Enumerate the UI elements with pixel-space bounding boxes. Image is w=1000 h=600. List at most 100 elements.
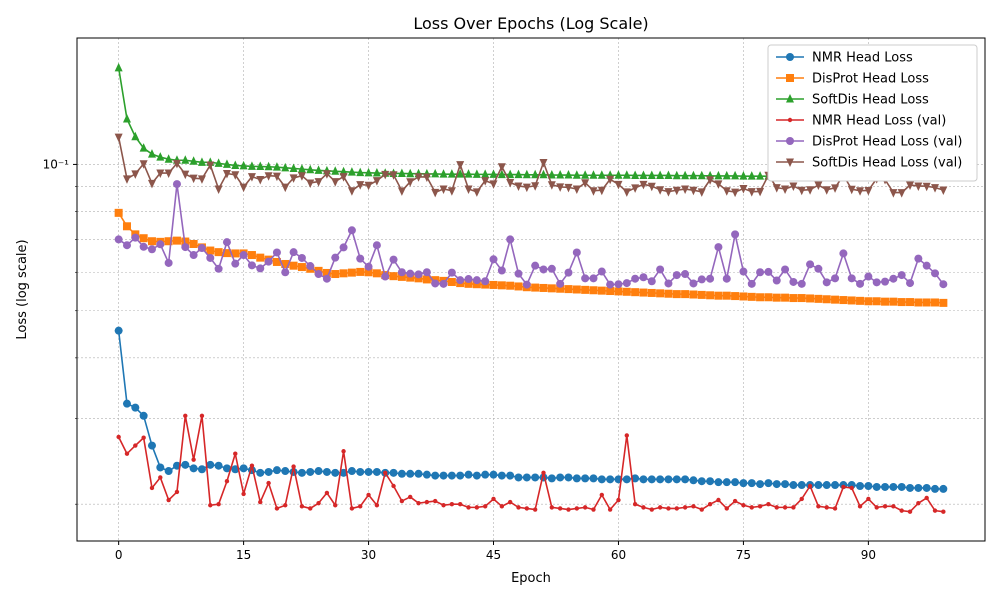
data-point [907, 509, 913, 514]
data-point [289, 174, 298, 183]
data-point [707, 501, 713, 507]
data-point [356, 167, 365, 177]
data-point [199, 413, 205, 418]
data-point [641, 505, 646, 510]
data-point [716, 497, 721, 503]
data-point [597, 286, 606, 295]
data-point [732, 498, 738, 504]
data-point [831, 295, 840, 304]
legend-frame [767, 44, 978, 182]
data-point [799, 496, 804, 502]
data-point [797, 186, 806, 196]
data-point [872, 278, 881, 287]
data-point [547, 170, 556, 179]
data-point [722, 274, 731, 283]
data-point [914, 254, 923, 263]
data-point [572, 170, 581, 179]
data-point [214, 461, 223, 470]
data-point [272, 248, 281, 257]
data-point [722, 478, 731, 487]
data-point [831, 274, 840, 283]
data-point [164, 237, 173, 246]
data-point [631, 288, 640, 297]
data-point [547, 284, 556, 293]
data-point [789, 481, 798, 490]
data-point [331, 270, 340, 279]
data-point [939, 484, 948, 493]
data-point [864, 297, 873, 306]
data-point [422, 470, 431, 479]
legend-item: SoftDis Head Loss [776, 93, 929, 108]
data-point [406, 469, 415, 478]
data-point [322, 274, 331, 283]
data-point [766, 501, 771, 507]
data-point [882, 504, 888, 509]
data-point [541, 470, 546, 476]
data-point [874, 505, 879, 510]
data-point [747, 188, 756, 197]
data-point [681, 475, 690, 484]
data-point [464, 279, 473, 288]
data-point [208, 503, 213, 508]
data-point [247, 251, 256, 260]
data-point [866, 496, 871, 502]
data-point [822, 186, 831, 195]
data-point [639, 180, 648, 190]
data-point [697, 170, 706, 180]
data-point [149, 485, 155, 491]
data-point [447, 268, 456, 277]
data-point [556, 473, 565, 482]
data-point [514, 182, 523, 191]
data-point [233, 451, 238, 456]
data-point [931, 184, 940, 193]
data-point [549, 505, 555, 510]
data-point [397, 168, 406, 177]
data-point [597, 475, 606, 484]
data-point [264, 257, 273, 266]
series-line [117, 414, 944, 513]
data-point [889, 189, 898, 198]
data-point [722, 187, 731, 196]
data-point [456, 169, 465, 178]
data-point [697, 275, 706, 284]
data-point [731, 188, 740, 198]
data-point [664, 170, 673, 179]
data-point [591, 507, 596, 512]
data-point [397, 268, 406, 277]
data-point [639, 170, 648, 179]
data-point [647, 277, 656, 286]
data-point [383, 470, 388, 476]
data-point [599, 492, 605, 498]
data-point [582, 505, 588, 510]
data-point [664, 289, 673, 298]
x-tick-label: 0 [115, 548, 123, 562]
data-point [581, 285, 590, 294]
data-point [497, 471, 506, 480]
data-point [622, 188, 631, 197]
data-point [122, 175, 131, 184]
data-point [131, 403, 140, 412]
data-point [308, 506, 313, 511]
data-point [347, 467, 356, 476]
data-point [607, 507, 613, 512]
data-point [631, 274, 640, 283]
data-point [341, 449, 346, 454]
data-point [539, 265, 548, 274]
data-point [697, 477, 706, 486]
data-point [747, 479, 756, 488]
data-point [281, 268, 290, 277]
data-point [714, 170, 723, 180]
data-point [564, 285, 573, 294]
data-point [606, 175, 615, 185]
data-point [739, 267, 748, 276]
data-point [181, 170, 190, 180]
legend-label: SoftDis Head Loss [812, 93, 929, 108]
data-point [881, 297, 890, 306]
data-point [689, 186, 698, 196]
data-point [747, 279, 756, 288]
data-point [222, 159, 231, 168]
data-point [681, 270, 690, 279]
data-point [772, 276, 781, 285]
data-point [389, 171, 398, 180]
